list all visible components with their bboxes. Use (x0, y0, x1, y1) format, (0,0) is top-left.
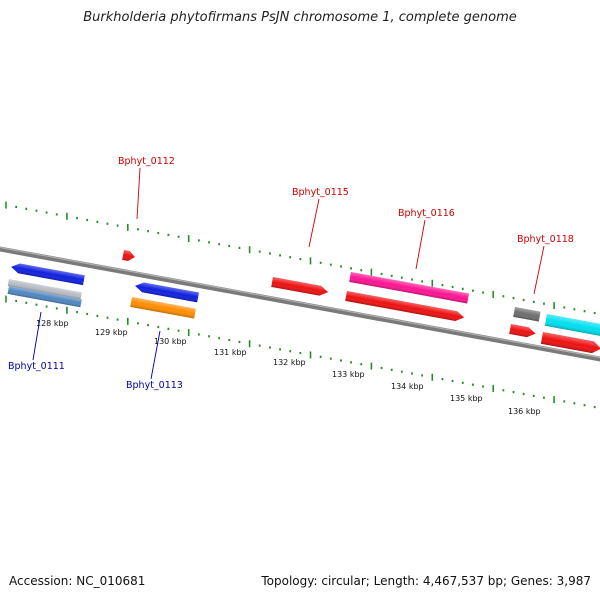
scale-label: 135 kbp (450, 394, 483, 403)
scale-labels: 128 kbp 129 kbp 130 kbp 131 kbp 132 kbp 133 k… (36, 319, 541, 416)
accession-text: Accession: NC_010681 (9, 574, 146, 588)
scale-label: 132 kbp (273, 358, 306, 367)
gene-0111-gray[interactable] (7, 279, 82, 300)
gene-label-leader (136, 167, 141, 220)
gene-0115-red[interactable] (271, 277, 329, 297)
inner-scale-ticks (5, 295, 596, 409)
map-title: Burkholderia phytofirmans PsJN chromosom… (83, 10, 517, 25)
gene-label[interactable]: Bphyt_0115 (292, 187, 349, 198)
gene-label[interactable]: Bphyt_0116 (398, 208, 455, 219)
gene-label-leader (308, 198, 320, 248)
topology-text: Topology: circular; Length: 4,467,537 bp… (261, 574, 591, 588)
gene-label-leader (533, 245, 545, 295)
gene-0113-orange[interactable] (130, 297, 196, 319)
scale-label: 133 kbp (332, 370, 365, 379)
gene-label[interactable]: Bphyt_0118 (517, 234, 574, 245)
scale-label: 128 kbp (36, 319, 69, 328)
gene-features (7, 250, 600, 355)
scale-label: 136 kbp (508, 407, 541, 416)
gene-label[interactable]: Bphyt_0111 (8, 361, 65, 372)
scale-label: 131 kbp (214, 348, 247, 357)
gene-label-leader (415, 219, 426, 270)
scale-label: 130 kbp (154, 337, 187, 346)
scale-label: 129 kbp (95, 328, 128, 337)
gene-label-leader (150, 330, 161, 380)
gene-labels: Bphyt_0112 Bphyt_0115 Bphyt_0116 Bphyt_0118… (8, 156, 574, 391)
gene-0111-blue[interactable] (10, 262, 85, 286)
gene-0111-steel[interactable] (7, 286, 82, 308)
gene-0117-gray[interactable] (513, 307, 541, 322)
outer-scale-ticks (5, 201, 596, 315)
scale-label: 134 kbp (391, 382, 424, 391)
gene-label-leader (32, 311, 42, 361)
gene-0116-red[interactable] (345, 291, 465, 322)
gene-0118-cyan[interactable] (544, 314, 600, 337)
gene-0112-red[interactable] (122, 250, 136, 262)
gene-0117-red[interactable] (509, 324, 536, 339)
gene-label[interactable]: Bphyt_0113 (126, 380, 183, 391)
gene-0116-magenta[interactable] (349, 272, 470, 304)
gene-0113-blue[interactable] (134, 281, 199, 303)
genome-backbone (0, 246, 600, 362)
gene-label[interactable]: Bphyt_0112 (118, 156, 175, 167)
gene-0118-red[interactable] (540, 332, 600, 355)
